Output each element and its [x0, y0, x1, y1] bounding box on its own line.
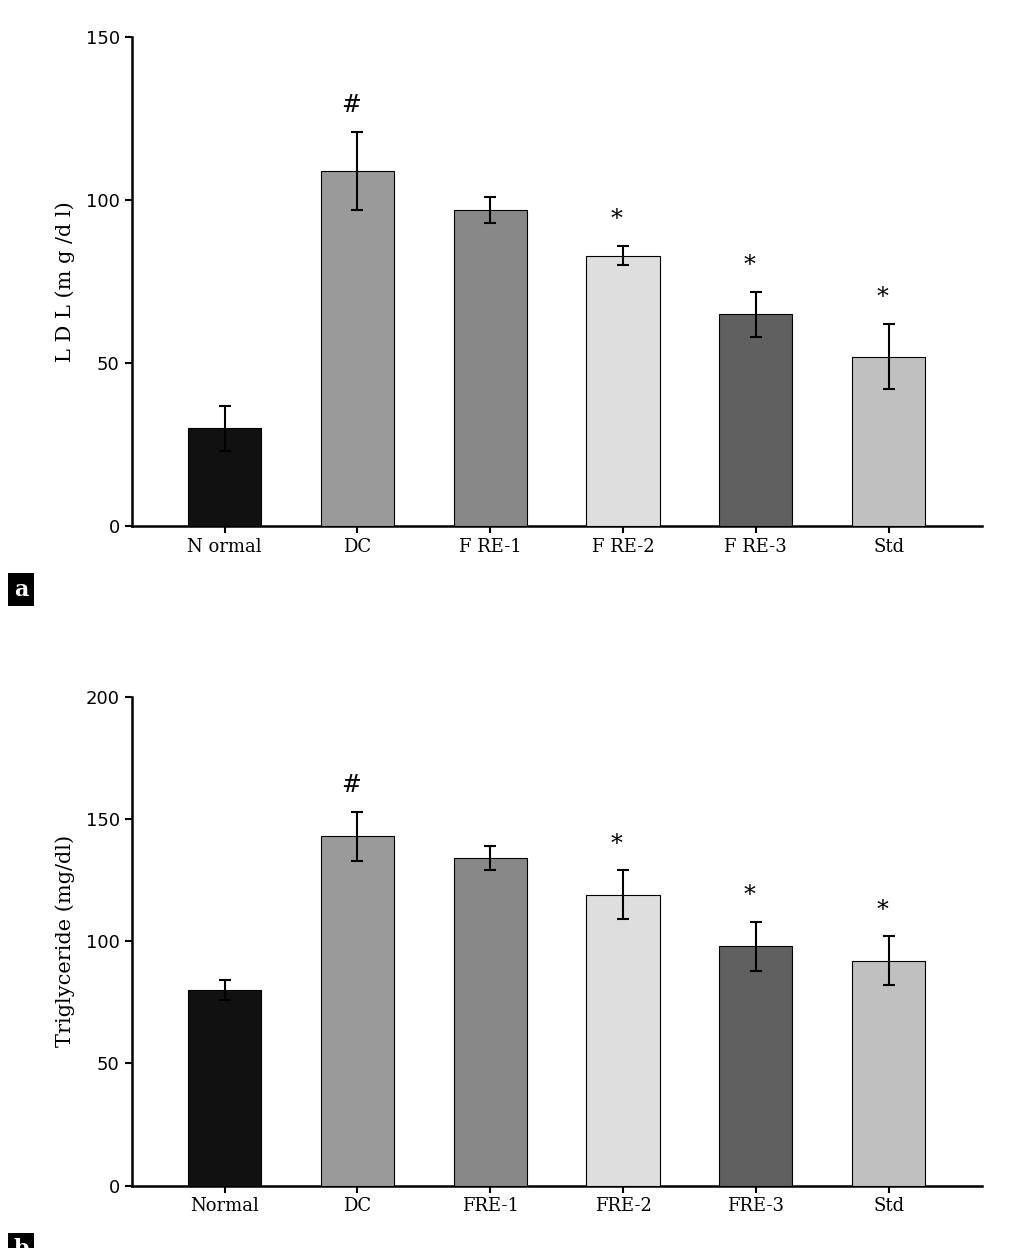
- Bar: [851, 357, 924, 525]
- Text: *: *: [876, 899, 887, 922]
- Text: *: *: [742, 253, 754, 277]
- Text: *: *: [876, 286, 887, 310]
- Bar: [188, 990, 261, 1186]
- Bar: [719, 946, 792, 1186]
- Bar: [320, 171, 393, 525]
- Bar: [453, 859, 526, 1186]
- Text: b: b: [13, 1238, 28, 1248]
- Bar: [453, 210, 526, 525]
- Bar: [188, 428, 261, 525]
- Text: *: *: [610, 208, 622, 231]
- Y-axis label: Triglyceride (mg/dl): Triglyceride (mg/dl): [55, 835, 75, 1047]
- Bar: [851, 961, 924, 1186]
- Bar: [586, 895, 659, 1186]
- Text: #: #: [341, 95, 360, 117]
- Text: #: #: [341, 774, 360, 797]
- Bar: [320, 836, 393, 1186]
- Bar: [586, 256, 659, 525]
- Text: *: *: [610, 832, 622, 856]
- Text: *: *: [742, 884, 754, 907]
- Y-axis label: L D L (m g /d l): L D L (m g /d l): [55, 201, 75, 362]
- Text: a: a: [14, 579, 28, 600]
- Bar: [719, 314, 792, 525]
